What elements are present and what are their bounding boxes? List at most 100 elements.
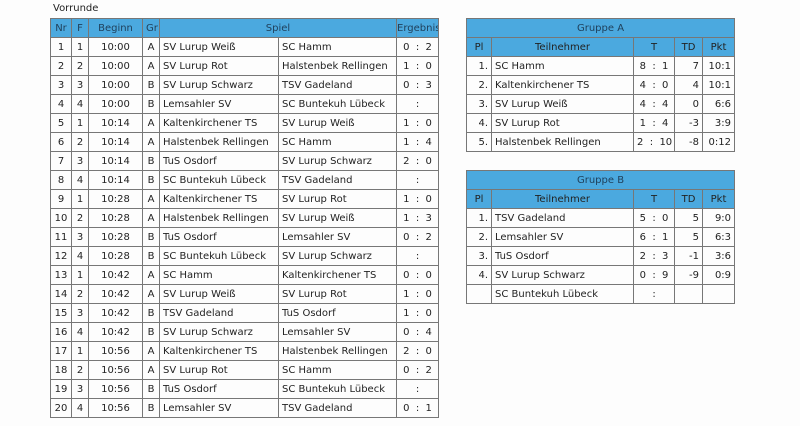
- cell-points: 0:12: [701, 132, 736, 152]
- cell-nr: 12: [50, 246, 72, 266]
- cell-nr: 18: [50, 360, 72, 380]
- cell-goals: 2 : 10: [633, 132, 675, 152]
- header-goal-diff: TD: [674, 189, 703, 209]
- cell-place: 1.: [466, 208, 492, 228]
- header-gr: Gr: [142, 18, 160, 38]
- cell-team-away: SC Hamm: [278, 360, 397, 380]
- game-row: 18 2 10:56 A SV Lurup Rot SC Hamm 0 : 2: [50, 360, 439, 380]
- cell-points: 10:1: [701, 56, 736, 76]
- cell-start-time: 10:56: [88, 360, 143, 380]
- cell-nr: 7: [50, 151, 72, 171]
- cell-points: 3:6: [701, 246, 736, 266]
- cell-result: 1 : 0: [396, 56, 439, 76]
- cell-team-away: SV Lurup Weiß: [278, 113, 397, 133]
- cell-team-away: SC Hamm: [278, 37, 397, 57]
- cell-group: B: [142, 170, 160, 190]
- cell-group: B: [142, 246, 160, 266]
- cell-nr: 16: [50, 322, 72, 342]
- cell-team-home: SV Lurup Schwarz: [159, 322, 279, 342]
- cell-team-home: TSV Gadeland: [159, 303, 279, 323]
- header-points: Pkt: [701, 37, 736, 57]
- cell-team-away: Lemsahler SV: [278, 227, 397, 247]
- cell-group: B: [142, 303, 160, 323]
- cell-goal-diff: 0: [674, 94, 703, 114]
- standings-row: 4. SV Lurup Schwarz 0 : 9 -9 0:9: [466, 265, 736, 285]
- cell-group: A: [142, 132, 160, 152]
- cell-place: 3.: [466, 94, 492, 114]
- cell-field: 2: [71, 208, 89, 228]
- cell-group: A: [142, 208, 160, 228]
- header-ergebnis: Ergebnis: [396, 18, 439, 38]
- cell-goal-diff: 5: [674, 208, 703, 228]
- game-row: 1 1 10:00 A SV Lurup Weiß SC Hamm 0 : 2: [50, 37, 439, 57]
- cell-team: TuS Osdorf: [491, 246, 634, 266]
- cell-place: 1.: [466, 56, 492, 76]
- cell-field: 3: [71, 75, 89, 95]
- header-place: Pl: [466, 37, 492, 57]
- cell-team-home: Halstenbek Rellingen: [159, 208, 279, 228]
- cell-team-home: Lemsahler SV: [159, 94, 279, 114]
- cell-team-away: TSV Gadeland: [278, 75, 397, 95]
- cell-result: 2 : 0: [396, 151, 439, 171]
- header-spiel: Spiel: [159, 18, 397, 38]
- cell-goals: 4 : 0: [633, 75, 675, 95]
- header-points: Pkt: [701, 189, 736, 209]
- cell-team: SC Hamm: [491, 56, 634, 76]
- cell-start-time: 10:42: [88, 284, 143, 304]
- cell-field: 4: [71, 398, 89, 418]
- cell-team-away: SC Buntekuh Lübeck: [278, 379, 397, 399]
- cell-team-away: TuS Osdorf: [278, 303, 397, 323]
- cell-team-away: Halstenbek Rellingen: [278, 56, 397, 76]
- cell-team-home: TuS Osdorf: [159, 227, 279, 247]
- cell-points: 6:3: [701, 227, 736, 247]
- cell-result: :: [396, 170, 439, 190]
- cell-group: A: [142, 37, 160, 57]
- cell-points: 3:9: [701, 113, 736, 133]
- cell-start-time: 10:56: [88, 379, 143, 399]
- cell-team-away: SV Lurup Rot: [278, 189, 397, 209]
- header-beginn: Beginn: [88, 18, 143, 38]
- cell-team-home: SV Lurup Schwarz: [159, 75, 279, 95]
- standings-row: 4. SV Lurup Rot 1 : 4 -3 3:9: [466, 113, 736, 133]
- cell-place: 5.: [466, 132, 492, 152]
- cell-group: A: [142, 341, 160, 361]
- header-team: Teilnehmer: [491, 189, 634, 209]
- game-row: 5 1 10:14 A Kaltenkirchener TS SV Lurup Weiß 1…: [50, 113, 439, 133]
- cell-team-away: Halstenbek Rellingen: [278, 341, 397, 361]
- cell-nr: 10: [50, 208, 72, 228]
- cell-start-time: 10:42: [88, 265, 143, 285]
- cell-start-time: 10:28: [88, 208, 143, 228]
- cell-field: 3: [71, 227, 89, 247]
- cell-result: 0 : 4: [396, 322, 439, 342]
- cell-goal-diff: -8: [674, 132, 703, 152]
- standings-row: 1. TSV Gadeland 5 : 0 5 9:0: [466, 208, 736, 228]
- cell-goals: 6 : 1: [633, 227, 675, 247]
- game-row: 14 2 10:42 A SV Lurup Weiß SV Lurup Rot 1 : 0: [50, 284, 439, 304]
- cell-team-away: SV Lurup Schwarz: [278, 246, 397, 266]
- header-f: F: [71, 18, 89, 38]
- cell-group: B: [142, 75, 160, 95]
- cell-start-time: 10:56: [88, 398, 143, 418]
- cell-result: :: [396, 379, 439, 399]
- cell-nr: 1: [50, 37, 72, 57]
- cell-start-time: 10:00: [88, 37, 143, 57]
- cell-goals: 0 : 9: [633, 265, 675, 285]
- cell-start-time: 10:14: [88, 151, 143, 171]
- cell-nr: 5: [50, 113, 72, 133]
- cell-nr: 2: [50, 56, 72, 76]
- game-row: 9 1 10:28 A Kaltenkirchener TS SV Lurup Rot 1 …: [50, 189, 439, 209]
- game-row: 20 4 10:56 B Lemsahler SV TSV Gadeland 0 : 1: [50, 398, 439, 418]
- cell-goal-diff: 4: [674, 75, 703, 95]
- cell-nr: 13: [50, 265, 72, 285]
- cell-result: 1 : 4: [396, 132, 439, 152]
- cell-team-away: SV Lurup Weiß: [278, 208, 397, 228]
- cell-field: 4: [71, 322, 89, 342]
- cell-place: 4.: [466, 265, 492, 285]
- cell-team-home: Kaltenkirchener TS: [159, 113, 279, 133]
- cell-team: SV Lurup Schwarz: [491, 265, 634, 285]
- cell-start-time: 10:00: [88, 56, 143, 76]
- cell-goals: :: [633, 284, 675, 304]
- cell-goals: 1 : 4: [633, 113, 675, 133]
- cell-field: 3: [71, 379, 89, 399]
- cell-goal-diff: -9: [674, 265, 703, 285]
